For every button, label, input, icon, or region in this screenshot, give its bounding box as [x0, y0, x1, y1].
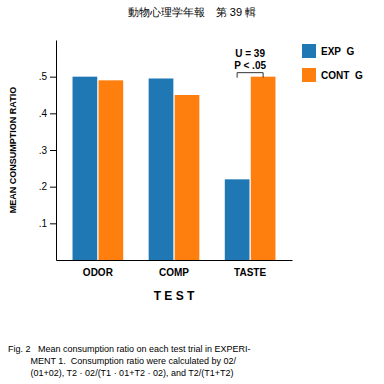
tick-mark	[50, 187, 56, 188]
bar	[175, 95, 200, 260]
bars	[73, 77, 276, 260]
bar	[73, 77, 98, 260]
tick-label: TASTE	[234, 267, 266, 278]
tick-mark	[50, 77, 56, 78]
axis-line	[56, 41, 57, 261]
y-tick: .3	[39, 145, 56, 156]
tick-label: .3	[39, 145, 48, 156]
bar-series	[73, 77, 250, 260]
annotation: U = 39	[235, 48, 265, 59]
y-tick: .4	[39, 108, 56, 119]
annotation-bracket	[237, 73, 263, 78]
bar	[99, 80, 124, 260]
tick-label: .4	[39, 108, 48, 119]
legend-label: EXP G	[321, 46, 354, 57]
legend-swatch	[302, 68, 316, 82]
annotation: P < .05	[234, 60, 266, 71]
y-tick: .2	[39, 181, 56, 192]
tick-label: .5	[39, 71, 48, 82]
y-axis: .1 .2 .3 .4 .5	[39, 41, 57, 261]
bar	[225, 179, 250, 260]
x-tick: COMP	[159, 267, 189, 278]
x-axis: ODOR COMP TASTE	[57, 261, 293, 279]
axis-line	[57, 260, 293, 261]
chart: 動物心理学年報 第 39 輯 .1 .2 .3 .4 .5 ODOR COMP TASTE U =…	[0, 0, 384, 384]
y-axis-title: MEAN CONSUMPTION RATIO	[8, 87, 18, 213]
tick-label: .1	[39, 218, 48, 229]
bar	[251, 77, 276, 260]
caption-line: Fig. 2 Mean consumption ratio on each te…	[8, 344, 251, 354]
tick-label: COMP	[159, 267, 189, 278]
y-tick: .5	[39, 71, 56, 82]
tick-mark	[50, 113, 56, 114]
y-tick: .1	[39, 218, 56, 229]
legend-item: EXP G	[302, 44, 354, 58]
title: 動物心理学年報 第 39 輯	[128, 6, 256, 18]
legend: EXP G CONT G	[302, 44, 363, 82]
legend-label: CONT G	[321, 70, 363, 81]
annotations: U = 39P < .05	[234, 48, 266, 78]
x-tick: TASTE	[234, 267, 266, 278]
legend-item: CONT G	[302, 68, 363, 82]
caption: Fig. 2 Mean consumption ratio on each te…	[8, 344, 251, 378]
tick-label: .2	[39, 181, 48, 192]
x-axis-title: T E S T	[154, 289, 195, 303]
x-tick: ODOR	[83, 267, 114, 278]
bar-series	[99, 77, 276, 260]
caption-line: (01+02), T2 · 02/(T1 · 01+T2 · 02), and …	[8, 368, 234, 378]
caption-line: MENT 1. Consumption ratio were calculate…	[8, 356, 236, 366]
legend-swatch	[302, 44, 316, 58]
plot: .1 .2 .3 .4 .5 ODOR COMP TASTE U = 39P < .05	[39, 41, 293, 279]
bar	[149, 79, 174, 261]
tick-mark	[50, 223, 56, 224]
tick-label: ODOR	[83, 267, 114, 278]
tick-mark	[50, 150, 56, 151]
